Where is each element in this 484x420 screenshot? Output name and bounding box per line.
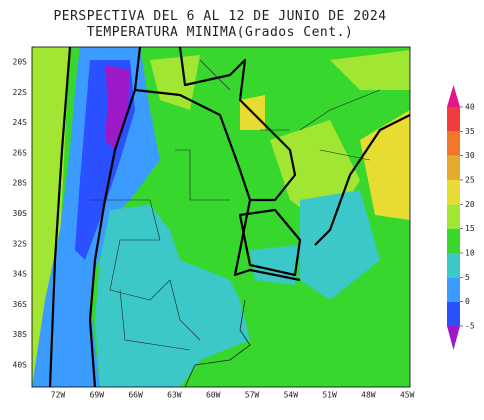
lat-label: 28S (13, 179, 28, 188)
colorbar-band (447, 253, 460, 278)
colorbar-label: -5 (465, 322, 475, 331)
lon-label: 48W (361, 391, 376, 400)
colorbar-label: 0 (465, 297, 470, 306)
lon-label: 72W (51, 391, 66, 400)
lat-label: 34S (13, 270, 28, 279)
colorbar: -5 0 5 10 15 20 25 30 35 40 (447, 85, 475, 350)
lat-label: 26S (13, 148, 28, 157)
lat-label: 22S (13, 88, 28, 97)
colorbar-label: 10 (465, 249, 475, 258)
lon-label: 54W (284, 391, 299, 400)
lon-label: 66W (128, 391, 143, 400)
colorbar-label: 20 (465, 200, 475, 209)
colorbar-band (447, 107, 460, 132)
lon-label: 57W (245, 391, 260, 400)
colorbar-band (447, 228, 460, 253)
colorbar-label: 40 (465, 103, 475, 112)
lat-label: 36S (13, 300, 28, 309)
lat-label: 20S (13, 58, 28, 67)
colorbar-min-triangle (447, 326, 460, 350)
lat-label: 38S (13, 330, 28, 339)
axis-labels: 20S 22S 24S 26S 28S 30S 32S 34S 36S 38S 40S 72W 69W 6… (13, 58, 415, 400)
lat-label: 24S (13, 118, 28, 127)
title: PERSPECTIVA DEL 6 AL 12 DE JUNIO DE 2024 (53, 9, 386, 24)
colorbar-label: 5 (465, 273, 470, 282)
colorbar-band (447, 131, 460, 156)
colorbar-label: 15 (465, 224, 475, 233)
colorbar-label: 30 (465, 151, 475, 160)
colorbar-band (447, 204, 460, 229)
colorbar-band (447, 155, 460, 180)
colorbar-band (447, 301, 460, 326)
lat-label: 32S (13, 239, 28, 248)
lat-label: 30S (13, 209, 28, 218)
lon-label: 60W (206, 391, 221, 400)
colorbar-band (447, 277, 460, 302)
lon-label: 69W (90, 391, 105, 400)
map-area (31, 46, 411, 388)
colorbar-label: 25 (465, 176, 475, 185)
subtitle: TEMPERATURA MINIMA(Grados Cent.) (87, 25, 353, 40)
colorbar-max-triangle (447, 85, 460, 107)
colorbar-band (447, 180, 460, 205)
lon-label: 51W (322, 391, 337, 400)
lon-label: 63W (167, 391, 182, 400)
colorbar-label: 35 (465, 127, 475, 136)
lon-label: 45W (400, 391, 415, 400)
lat-label: 40S (13, 361, 28, 370)
